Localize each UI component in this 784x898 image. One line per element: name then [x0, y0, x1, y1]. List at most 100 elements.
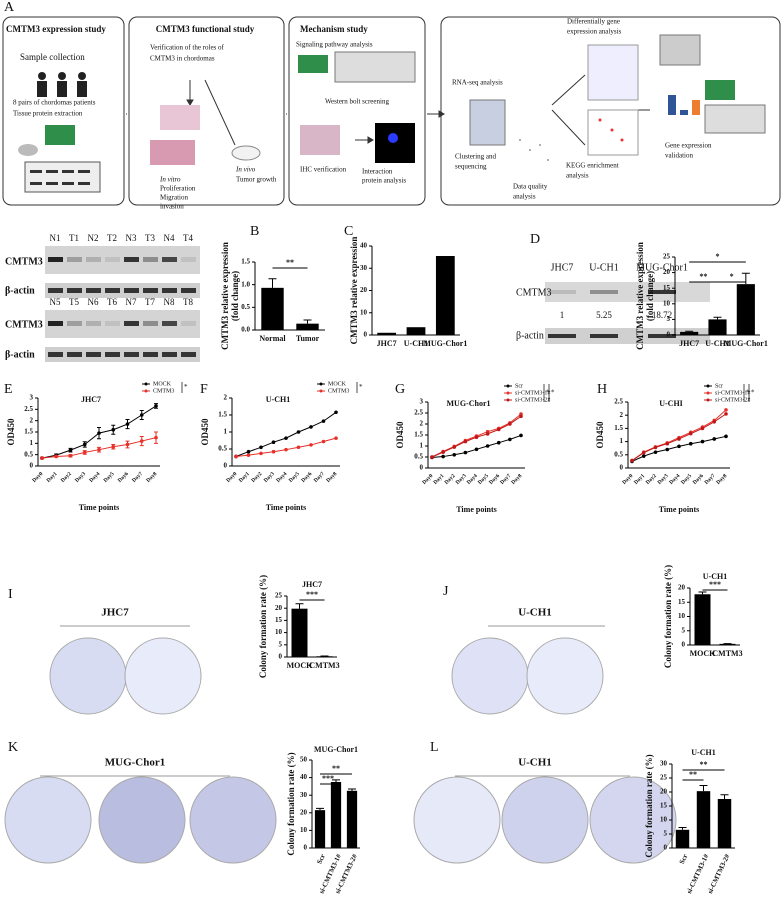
- marker: [677, 437, 681, 441]
- x-tick-label: Day0: [421, 473, 434, 486]
- lane-label: T7: [145, 297, 155, 307]
- marker: [97, 447, 101, 452]
- step: RNA-seq analysis: [452, 79, 503, 87]
- step: analysis: [513, 193, 536, 201]
- significance: **: [699, 272, 707, 281]
- y-tick-label: 25: [275, 592, 283, 600]
- y-axis-label: CMTM3 relative expression: [635, 242, 645, 350]
- row-label: β-actin: [5, 349, 35, 360]
- chart-title: JHC7: [302, 580, 322, 589]
- marker: [485, 432, 490, 436]
- marker: [334, 436, 338, 440]
- significance: **: [689, 770, 697, 779]
- legend-label: Scr: [515, 383, 523, 389]
- bar: [330, 782, 342, 848]
- step: Tissue protein extraction: [13, 110, 83, 118]
- x-tick-label: MOCK: [690, 649, 717, 658]
- x-tick-label: CMTM3: [712, 649, 742, 658]
- blot-band: [162, 257, 177, 262]
- marker: [724, 412, 728, 416]
- panel-label: G: [395, 382, 405, 397]
- marker: [259, 451, 263, 456]
- legend-marker: [706, 391, 710, 395]
- step: protein analysis: [362, 177, 406, 185]
- row-label: CMTM3: [5, 256, 43, 267]
- x-tick-label: Normal: [259, 334, 286, 343]
- chart-title: MUG-Chor1: [447, 399, 491, 408]
- marker: [641, 450, 646, 455]
- error-bar: [268, 278, 277, 288]
- marker: [321, 439, 326, 444]
- step: Signaling pathway analysis: [296, 41, 373, 49]
- blot-band: [648, 290, 676, 294]
- lane-label: N6: [88, 297, 99, 307]
- y-axis-label: CMTM3 relative expression: [220, 242, 230, 350]
- workflow-boxes: [2, 16, 781, 206]
- y-tick-label: 10: [678, 612, 686, 620]
- blot-band: [143, 352, 158, 357]
- blot-band: [162, 321, 177, 326]
- legend-label: Scr: [715, 383, 723, 389]
- y-tick-label: 0.5: [414, 453, 423, 461]
- lane-label: MUG-Chor1: [636, 262, 688, 273]
- marker: [111, 427, 116, 432]
- y-tick-label: 0: [664, 844, 668, 852]
- y-tick-label: 20: [300, 808, 308, 816]
- y-tick-label: 10: [663, 299, 671, 307]
- lane-label: T3: [145, 233, 155, 243]
- marker: [82, 442, 87, 447]
- step: sequencing: [455, 163, 487, 171]
- marker: [430, 455, 434, 459]
- x-tick-label: Day1: [633, 473, 646, 486]
- y-tick-label: 20: [678, 584, 686, 592]
- marker: [508, 422, 512, 426]
- y-tick-label: 0.5: [614, 450, 623, 458]
- panel-label: C: [344, 224, 353, 239]
- x-tick-label: Day7: [313, 471, 326, 484]
- chart-title: U-CH1: [703, 572, 727, 581]
- error-bar: [295, 603, 304, 609]
- y-tick-label: 0.5: [241, 303, 250, 311]
- x-tick-label: Day1: [433, 473, 446, 486]
- bar: [708, 319, 727, 335]
- panel-label: K: [8, 740, 18, 755]
- error-bar: [332, 779, 340, 782]
- panel-label: D: [530, 232, 540, 247]
- step: Data quality: [513, 183, 548, 191]
- x-tick-label: Day8: [715, 473, 728, 486]
- y-tick-label: 2: [224, 394, 228, 402]
- x-tick-label: Day3: [657, 473, 670, 486]
- y-tick-label: 25: [660, 774, 668, 782]
- x-tick-label: U-CH1: [404, 339, 428, 348]
- blot-band: [86, 257, 101, 262]
- step: In vitro: [159, 176, 181, 184]
- y-tick-label: 15: [275, 616, 283, 624]
- legend-marker: [706, 384, 710, 388]
- bar: [694, 594, 711, 645]
- marker: [712, 437, 717, 441]
- y-tick-label: 5: [682, 626, 686, 634]
- y-tick-label: 0: [682, 641, 686, 649]
- panel-label: A: [4, 0, 15, 15]
- step: CMTM3 in chordomas: [150, 55, 215, 63]
- x-tick-label: Day5: [103, 471, 116, 484]
- step: Western bolt screening: [325, 98, 389, 106]
- marker: [700, 426, 705, 431]
- plate-title: MUG-Chor1: [105, 757, 166, 769]
- y-tick-label: 0.5: [24, 450, 33, 458]
- y-tick-label: 1.5: [614, 424, 623, 432]
- y-tick-label: 10: [300, 826, 308, 834]
- y-tick-label: 0.0: [241, 326, 250, 334]
- y-tick-label: 0: [304, 844, 308, 852]
- error-bar: [348, 788, 356, 791]
- x-tick-label: Scr: [315, 853, 327, 866]
- marker: [271, 449, 276, 454]
- significance: **: [286, 258, 294, 267]
- significance: *: [716, 252, 720, 261]
- row-label: CMTM3: [5, 319, 43, 330]
- y-tick-label: 0: [30, 462, 34, 470]
- panel-label: H: [597, 382, 607, 397]
- y-tick-label: 40: [360, 242, 368, 250]
- step: Differentially gene: [567, 18, 620, 26]
